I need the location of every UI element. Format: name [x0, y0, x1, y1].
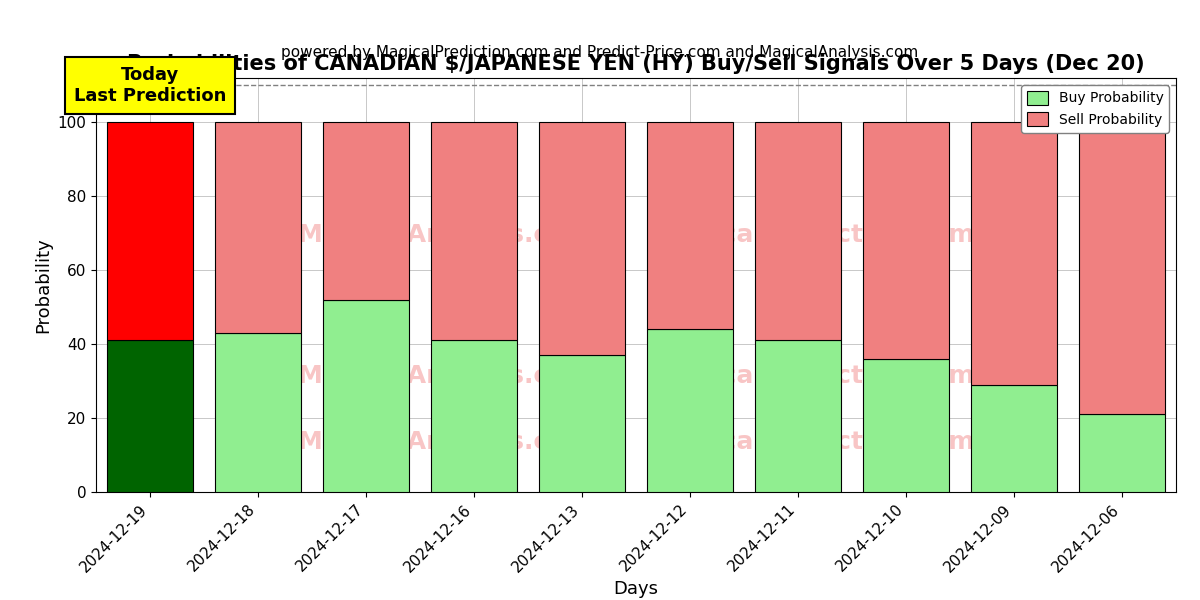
Bar — [323, 300, 409, 492]
Bar — [1079, 415, 1165, 492]
Bar — [323, 122, 409, 300]
Text: MagicalAnalysis.com   |   MagicalPrediction.com: MagicalAnalysis.com | MagicalPrediction.… — [298, 223, 974, 248]
Bar — [755, 122, 841, 340]
Text: MagicalAnalysis.com   |   MagicalPrediction.com: MagicalAnalysis.com | MagicalPrediction.… — [298, 364, 974, 389]
Bar — [647, 122, 733, 329]
Y-axis label: Probability: Probability — [34, 237, 52, 333]
Bar — [863, 122, 949, 359]
Bar — [215, 333, 301, 492]
Bar — [647, 329, 733, 492]
X-axis label: Days: Days — [613, 580, 659, 598]
Bar — [1079, 122, 1165, 415]
Bar — [539, 122, 625, 355]
Bar — [755, 340, 841, 492]
Bar — [971, 385, 1057, 492]
Text: MagicalAnalysis.com   |   MagicalPrediction.com: MagicalAnalysis.com | MagicalPrediction.… — [298, 430, 974, 455]
Bar — [107, 340, 193, 492]
Bar — [863, 359, 949, 492]
Bar — [431, 122, 517, 340]
Bar — [215, 122, 301, 333]
Bar — [431, 340, 517, 492]
Text: Today
Last Prediction: Today Last Prediction — [74, 66, 226, 105]
Bar — [971, 122, 1057, 385]
Bar — [539, 355, 625, 492]
Bar — [107, 122, 193, 340]
Title: Probabilities of CANADIAN $/JAPANESE YEN (HY) Buy/Sell Signals Over 5 Days (Dec : Probabilities of CANADIAN $/JAPANESE YEN… — [127, 53, 1145, 74]
Text: powered by MagicalPrediction.com and Predict-Price.com and MagicalAnalysis.com: powered by MagicalPrediction.com and Pre… — [281, 45, 919, 60]
Legend: Buy Probability, Sell Probability: Buy Probability, Sell Probability — [1021, 85, 1169, 133]
